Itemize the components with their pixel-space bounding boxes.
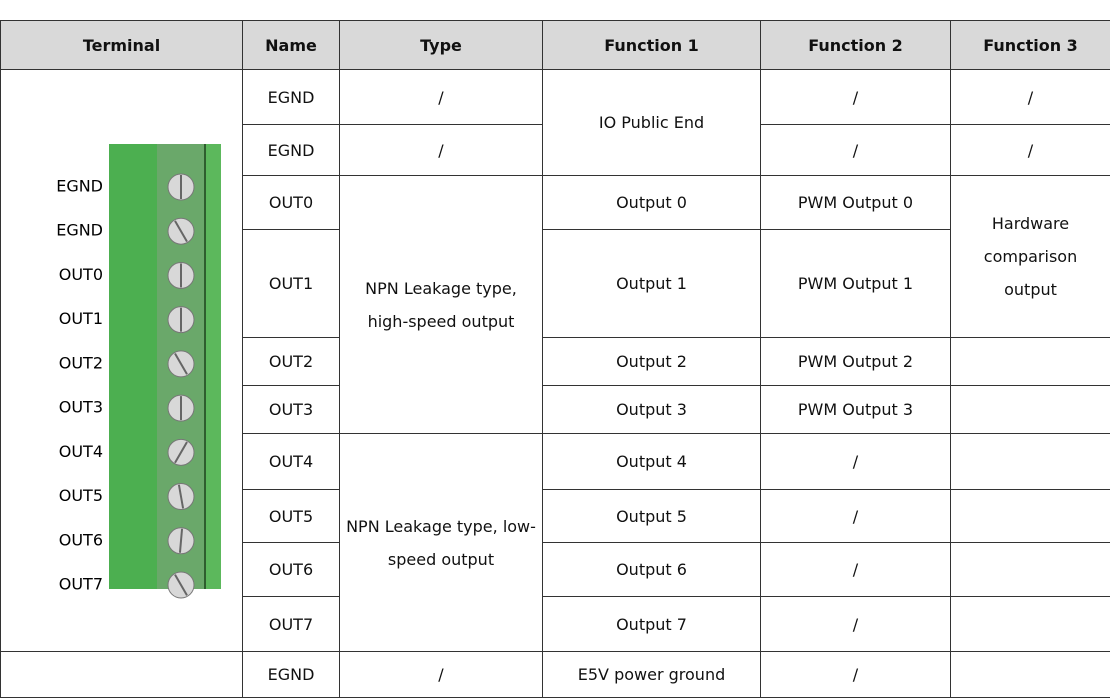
cell: EGND: [242, 124, 340, 176]
cell: EGND: [242, 651, 340, 698]
cell: [950, 651, 1110, 698]
cell: OUT5: [242, 489, 340, 543]
cell: /: [950, 69, 1110, 125]
cell: E5V power ground: [542, 651, 761, 698]
cell: OUT6: [242, 542, 340, 597]
cell: /: [760, 489, 951, 543]
cell: /: [760, 542, 951, 597]
terminal-label: OUT7: [59, 574, 103, 593]
terminal-label: OUT3: [59, 397, 103, 416]
terminal-label: OUT1: [59, 309, 103, 328]
cell: Output 6: [542, 542, 761, 597]
screw-slot: [174, 440, 188, 463]
cell: OUT4: [242, 433, 340, 490]
cell: PWM Output 0: [760, 175, 951, 230]
cell: NPN Leakage type, low-speed output: [339, 433, 543, 652]
cell: /: [339, 651, 543, 698]
cell: Output 5: [542, 489, 761, 543]
terminal-diagram: EGND EGND OUT0 OUT1 OUT2 OUT3 OUT4 OUT5 OUT6 OUT7: [56, 143, 221, 598]
cell: OUT1: [242, 229, 340, 338]
cell: [0, 651, 243, 698]
screw-slot: [178, 528, 184, 553]
cell: PWM Output 1: [760, 229, 951, 338]
cell: [950, 337, 1110, 386]
cell: Output 2: [542, 337, 761, 386]
cell: [950, 596, 1110, 652]
header-cell: Name: [242, 20, 340, 70]
terminal-label: EGND: [56, 220, 103, 239]
cell: /: [760, 433, 951, 490]
cell: /: [339, 124, 543, 176]
cell: /: [760, 651, 951, 698]
cell: [950, 433, 1110, 490]
header-cell: Function 1: [542, 20, 761, 70]
cell: Output 4: [542, 433, 761, 490]
header-cell: Terminal: [0, 20, 243, 70]
header-cell: Function 2: [760, 20, 951, 70]
cell: /: [760, 124, 951, 176]
table-wrap: Terminal Name Type Function 1 Function 2…: [0, 20, 1110, 698]
terminal-label: OUT2: [59, 353, 103, 372]
terminal-label: EGND: [56, 176, 103, 195]
cell: PWM Output 2: [760, 337, 951, 386]
terminal-label: OUT0: [59, 264, 103, 283]
screw-slot: [174, 219, 188, 242]
screw-slot: [174, 352, 188, 375]
pin-table: Terminal Name Type Function 1 Function 2…: [0, 20, 1110, 698]
header-cell: Function 3: [950, 20, 1110, 70]
cell: OUT7: [242, 596, 340, 652]
cell: Output 3: [542, 385, 761, 434]
cell: /: [950, 124, 1110, 176]
terminal-label: OUT6: [59, 530, 103, 549]
screw-slot: [174, 573, 188, 596]
terminal-label: OUT4: [59, 441, 103, 460]
cell: Output 0: [542, 175, 761, 230]
cell: [950, 385, 1110, 434]
cell: OUT3: [242, 385, 340, 434]
header-row: Terminal Name Type Function 1 Function 2…: [0, 20, 1110, 70]
cell: Output 1: [542, 229, 761, 338]
cell: [950, 542, 1110, 597]
cell: OUT2: [242, 337, 340, 386]
cell: EGND: [242, 69, 340, 125]
cell: /: [760, 69, 951, 125]
cell: IO Public End: [542, 69, 761, 176]
cell: [950, 489, 1110, 543]
cell: NPN Leakage type, high-speed output: [339, 175, 543, 434]
cell: /: [339, 69, 543, 125]
cell: Hardware comparison output: [950, 175, 1110, 338]
cell: /: [760, 596, 951, 652]
terminal-face: [109, 143, 157, 589]
terminal-cell: EGND EGND OUT0 OUT1 OUT2 OUT3 OUT4 OUT5 OUT6 OUT7: [0, 69, 243, 652]
terminal-label: OUT5: [59, 486, 103, 505]
cell: PWM Output 3: [760, 385, 951, 434]
screw-slot: [177, 484, 185, 509]
cell: OUT0: [242, 175, 340, 230]
header-cell: Type: [339, 20, 543, 70]
cell: Output 7: [542, 596, 761, 652]
